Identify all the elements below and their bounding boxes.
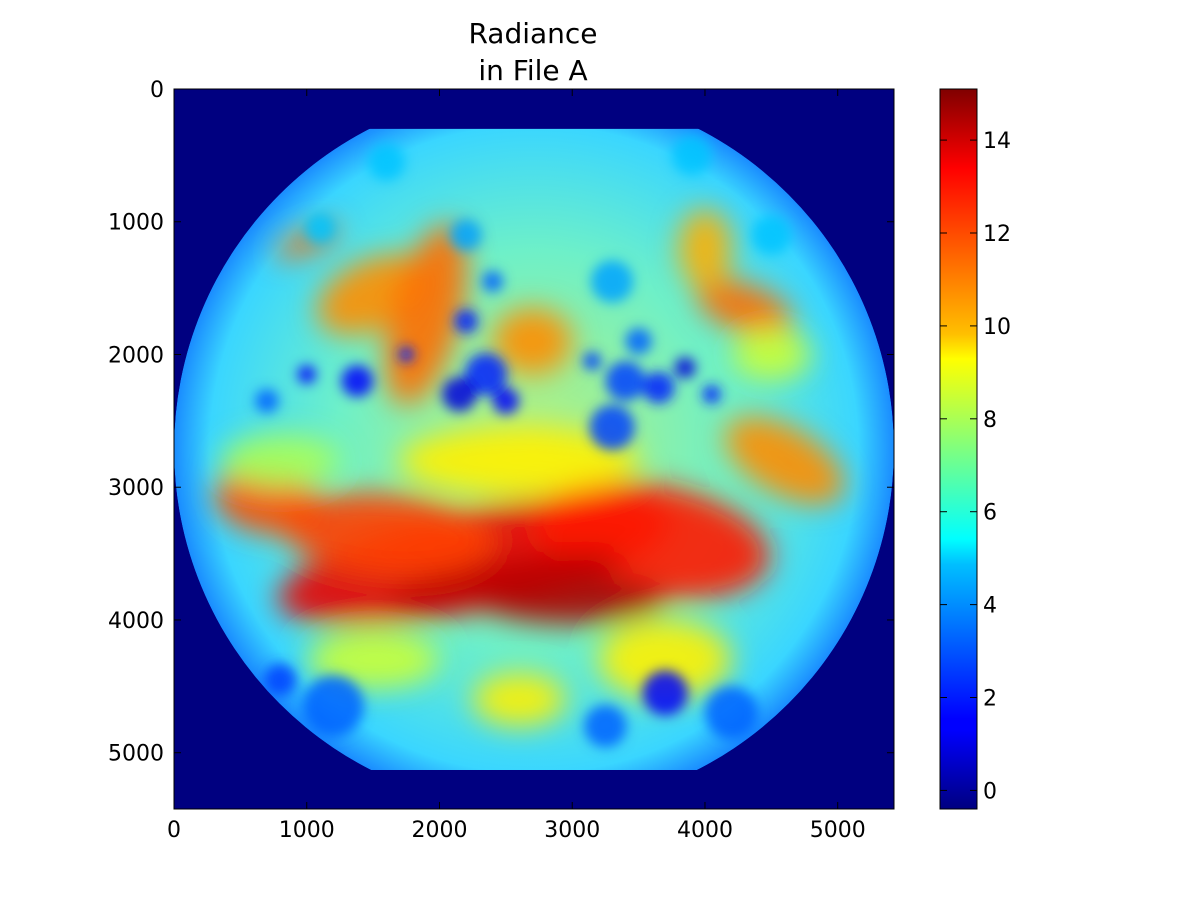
convective-clouds <box>254 135 792 748</box>
colorbar-tick-label: 12 <box>983 222 1011 247</box>
y-tick-label: 4000 <box>108 609 164 634</box>
x-axis: 0 1000 2000 3000 4000 5000 <box>167 89 866 843</box>
plot-area <box>173 88 895 810</box>
x-tick-label: 3000 <box>544 818 600 843</box>
colorbar-tick-label: 6 <box>983 501 997 526</box>
y-tick-label: 3000 <box>108 476 164 501</box>
plot-frame <box>173 88 895 810</box>
x-tick-label: 0 <box>167 818 181 843</box>
x-tick-label: 4000 <box>677 818 733 843</box>
earth-disk-group <box>174 128 894 770</box>
chart-title-line-1: Radiance <box>468 17 597 50</box>
colorbar-tick-label: 4 <box>983 594 997 619</box>
x-tick-label: 1000 <box>279 818 335 843</box>
colorbar-tick-label: 8 <box>983 408 997 433</box>
y-tick-label: 1000 <box>108 211 164 236</box>
y-axis: 0 1000 2000 3000 4000 5000 <box>108 78 894 767</box>
x-tick-label: 5000 <box>810 818 866 843</box>
colorbar-tick-label: 0 <box>983 779 997 804</box>
y-tick-label: 5000 <box>108 742 164 767</box>
x-tick-label: 2000 <box>411 818 467 843</box>
colorbar-tick-label: 14 <box>983 129 1011 154</box>
chart-title-line-2: in File A <box>478 54 587 87</box>
colorbar-frame <box>939 88 978 810</box>
colorbar-tick-label: 2 <box>983 687 997 712</box>
radiance-regions <box>214 208 845 727</box>
y-tick-label: 0 <box>150 78 164 103</box>
colorbar-ticks: 0 2 4 6 8 10 12 14 <box>940 129 1011 804</box>
colorbar-gradient <box>940 89 977 809</box>
colorbar: 0 2 4 6 8 10 12 14 <box>939 88 1011 810</box>
colorbar-tick-label: 10 <box>983 315 1011 340</box>
y-tick-label: 2000 <box>108 343 164 368</box>
